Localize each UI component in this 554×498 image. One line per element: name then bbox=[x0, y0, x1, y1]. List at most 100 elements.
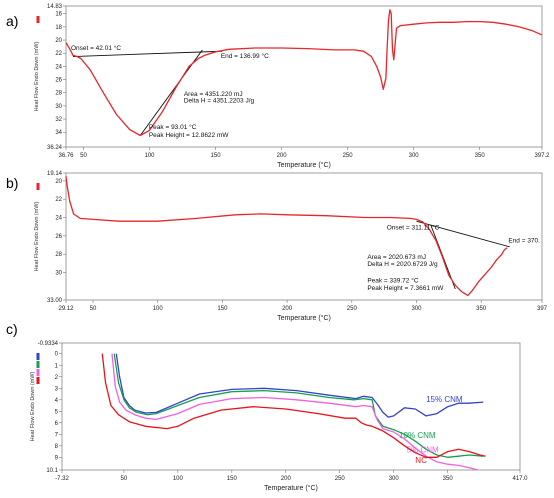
y-tick-label: 36.24 bbox=[47, 145, 63, 151]
x-tick-label: 150 bbox=[211, 153, 222, 159]
series-label: 10% CNM bbox=[399, 431, 436, 440]
y-tick-label: 22 bbox=[55, 197, 62, 203]
annotation: Onset = 311.11 °C bbox=[387, 223, 440, 231]
x-tick-label: 100 bbox=[153, 306, 164, 312]
x-tick-label: 36.76 bbox=[58, 153, 74, 159]
annotation: End = 136.99 °C bbox=[221, 52, 269, 60]
panel-b: b) Heat Flow Endo Down (mW) 19.14 20 22 24 26 2… bbox=[6, 171, 548, 322]
y-tick-label: 20 bbox=[55, 38, 62, 44]
plot-frame bbox=[65, 172, 543, 301]
y-tick-label: 7 bbox=[55, 432, 59, 438]
x-tick-label: 397.2 bbox=[534, 153, 550, 159]
x-tick-label: 250 bbox=[347, 306, 358, 312]
annotation: Peak = 93.01 °C bbox=[149, 123, 197, 131]
y-tick-label: 28 bbox=[55, 91, 62, 97]
y-tick-label: 6 bbox=[55, 421, 59, 427]
x-tick-label: 150 bbox=[227, 476, 238, 482]
y-tick-label: 3 bbox=[55, 386, 59, 392]
x-tick-label: 29.12 bbox=[58, 306, 74, 312]
panel-label: b) bbox=[6, 175, 18, 191]
y-tick-label: 26 bbox=[55, 78, 62, 84]
annotation: End = 370. bbox=[508, 237, 540, 244]
y-tick-label: 16 bbox=[55, 12, 62, 18]
x-tick-label: 200 bbox=[277, 153, 288, 159]
y-tick-label: 30 bbox=[55, 271, 62, 277]
annotation: Peak = 339.72 °C bbox=[367, 277, 419, 285]
y-tick-label: 9 bbox=[55, 455, 59, 461]
annotation: Onset = 42.01 °C bbox=[71, 44, 121, 52]
x-tick-label: 250 bbox=[335, 476, 346, 482]
y-tick-label: 5 bbox=[55, 409, 59, 415]
series-line-15-cnm bbox=[115, 353, 484, 418]
baseline-line bbox=[72, 50, 223, 57]
x-tick-label: 150 bbox=[217, 306, 228, 312]
x-axis-title: Temperature (°C) bbox=[264, 484, 318, 492]
baseline-line bbox=[416, 220, 510, 248]
y-tick-label: 18 bbox=[55, 25, 62, 31]
panel-c: c) Heat Flow Endo Down (mW) -0.9334 0 1 2 3 4 5 6… bbox=[6, 321, 528, 492]
x-tick-label: 300 bbox=[409, 153, 420, 159]
series-label: 5% CNM bbox=[407, 446, 439, 455]
y-tick-label: -0.9334 bbox=[38, 341, 59, 347]
y-tick-label: 32 bbox=[55, 117, 62, 123]
x-tick-label: 100 bbox=[173, 476, 184, 482]
series-label: NC bbox=[415, 456, 427, 465]
y-tick-label: 10.1 bbox=[46, 468, 58, 474]
y-tick-label: 24 bbox=[55, 64, 62, 70]
panel-a: a) Heat Flow Endo Down (mW) 14.83 16 18 20 22 2… bbox=[6, 4, 550, 169]
y-tick-label: 34 bbox=[55, 130, 62, 136]
y-tick-label: 30 bbox=[55, 104, 62, 110]
y-tick-label: 0 bbox=[55, 352, 59, 358]
x-tick-label: 350 bbox=[476, 306, 487, 312]
x-tick-label: 200 bbox=[281, 476, 292, 482]
y-tick-label: 14.83 bbox=[47, 4, 63, 10]
y-tick-label: 4 bbox=[55, 398, 59, 404]
y-axis-title: Heat Flow Endo Down (mW) bbox=[30, 371, 36, 441]
annotation: Delta H = 2020.6729 J/g bbox=[367, 261, 438, 268]
x-tick-label: 350 bbox=[475, 153, 486, 159]
y-tick-label: 2 bbox=[55, 375, 59, 381]
y-tick-label: 24 bbox=[55, 216, 62, 222]
panel-label: c) bbox=[6, 321, 18, 337]
annotation: Delta H = 4351.2203 J/g bbox=[184, 98, 255, 105]
y-tick-label: 28 bbox=[55, 252, 62, 258]
y-tick-label: 19.14 bbox=[47, 171, 63, 177]
x-tick-label: 50 bbox=[90, 306, 97, 312]
y-tick-label: 20 bbox=[55, 179, 62, 185]
y-axis-title: Heat Flow Endo Down (mW) bbox=[34, 41, 40, 111]
x-tick-label: 100 bbox=[145, 153, 156, 159]
annotation: Area = 2020.673 mJ bbox=[367, 254, 426, 261]
plot-frame bbox=[65, 5, 543, 148]
series-line-nc bbox=[101, 353, 486, 458]
panel-label: a) bbox=[6, 13, 18, 29]
annotation: Peak Height = 7.3661 mW bbox=[367, 285, 444, 292]
annotation: Area = 4351.220 mJ bbox=[184, 91, 243, 98]
y-tick-label: 22 bbox=[55, 51, 62, 57]
series-line-5-cnm bbox=[111, 353, 479, 471]
x-axis-title: Temperature (°C) bbox=[277, 314, 331, 322]
y-tick-label: 33.00 bbox=[47, 298, 63, 304]
series-line bbox=[65, 9, 542, 137]
y-tick-label: 8 bbox=[55, 444, 59, 450]
x-tick-label: 417.0 bbox=[512, 476, 528, 482]
annotation: Peak Height = 12.8622 mW bbox=[149, 132, 230, 139]
plot-frame bbox=[61, 342, 521, 471]
y-axis-title: Heat Flow Endo Down (mW) bbox=[34, 201, 40, 271]
x-tick-label: -7.32 bbox=[55, 476, 69, 482]
series-line-10-cnm bbox=[113, 353, 484, 458]
x-tick-label: 397 bbox=[537, 306, 548, 312]
x-tick-label: 300 bbox=[411, 306, 422, 312]
x-axis-title: Temperature (°C) bbox=[277, 161, 331, 169]
y-tick-label: 26 bbox=[55, 234, 62, 240]
x-tick-label: 250 bbox=[343, 153, 354, 159]
x-tick-label: 200 bbox=[282, 306, 293, 312]
x-tick-label: 300 bbox=[389, 476, 400, 482]
series-line bbox=[65, 176, 508, 297]
x-tick-label: 350 bbox=[443, 476, 454, 482]
y-tick-label: 1 bbox=[55, 363, 59, 369]
x-tick-label: 50 bbox=[80, 153, 87, 159]
series-label: 15% CNM bbox=[426, 395, 463, 404]
x-tick-label: 50 bbox=[121, 476, 128, 482]
